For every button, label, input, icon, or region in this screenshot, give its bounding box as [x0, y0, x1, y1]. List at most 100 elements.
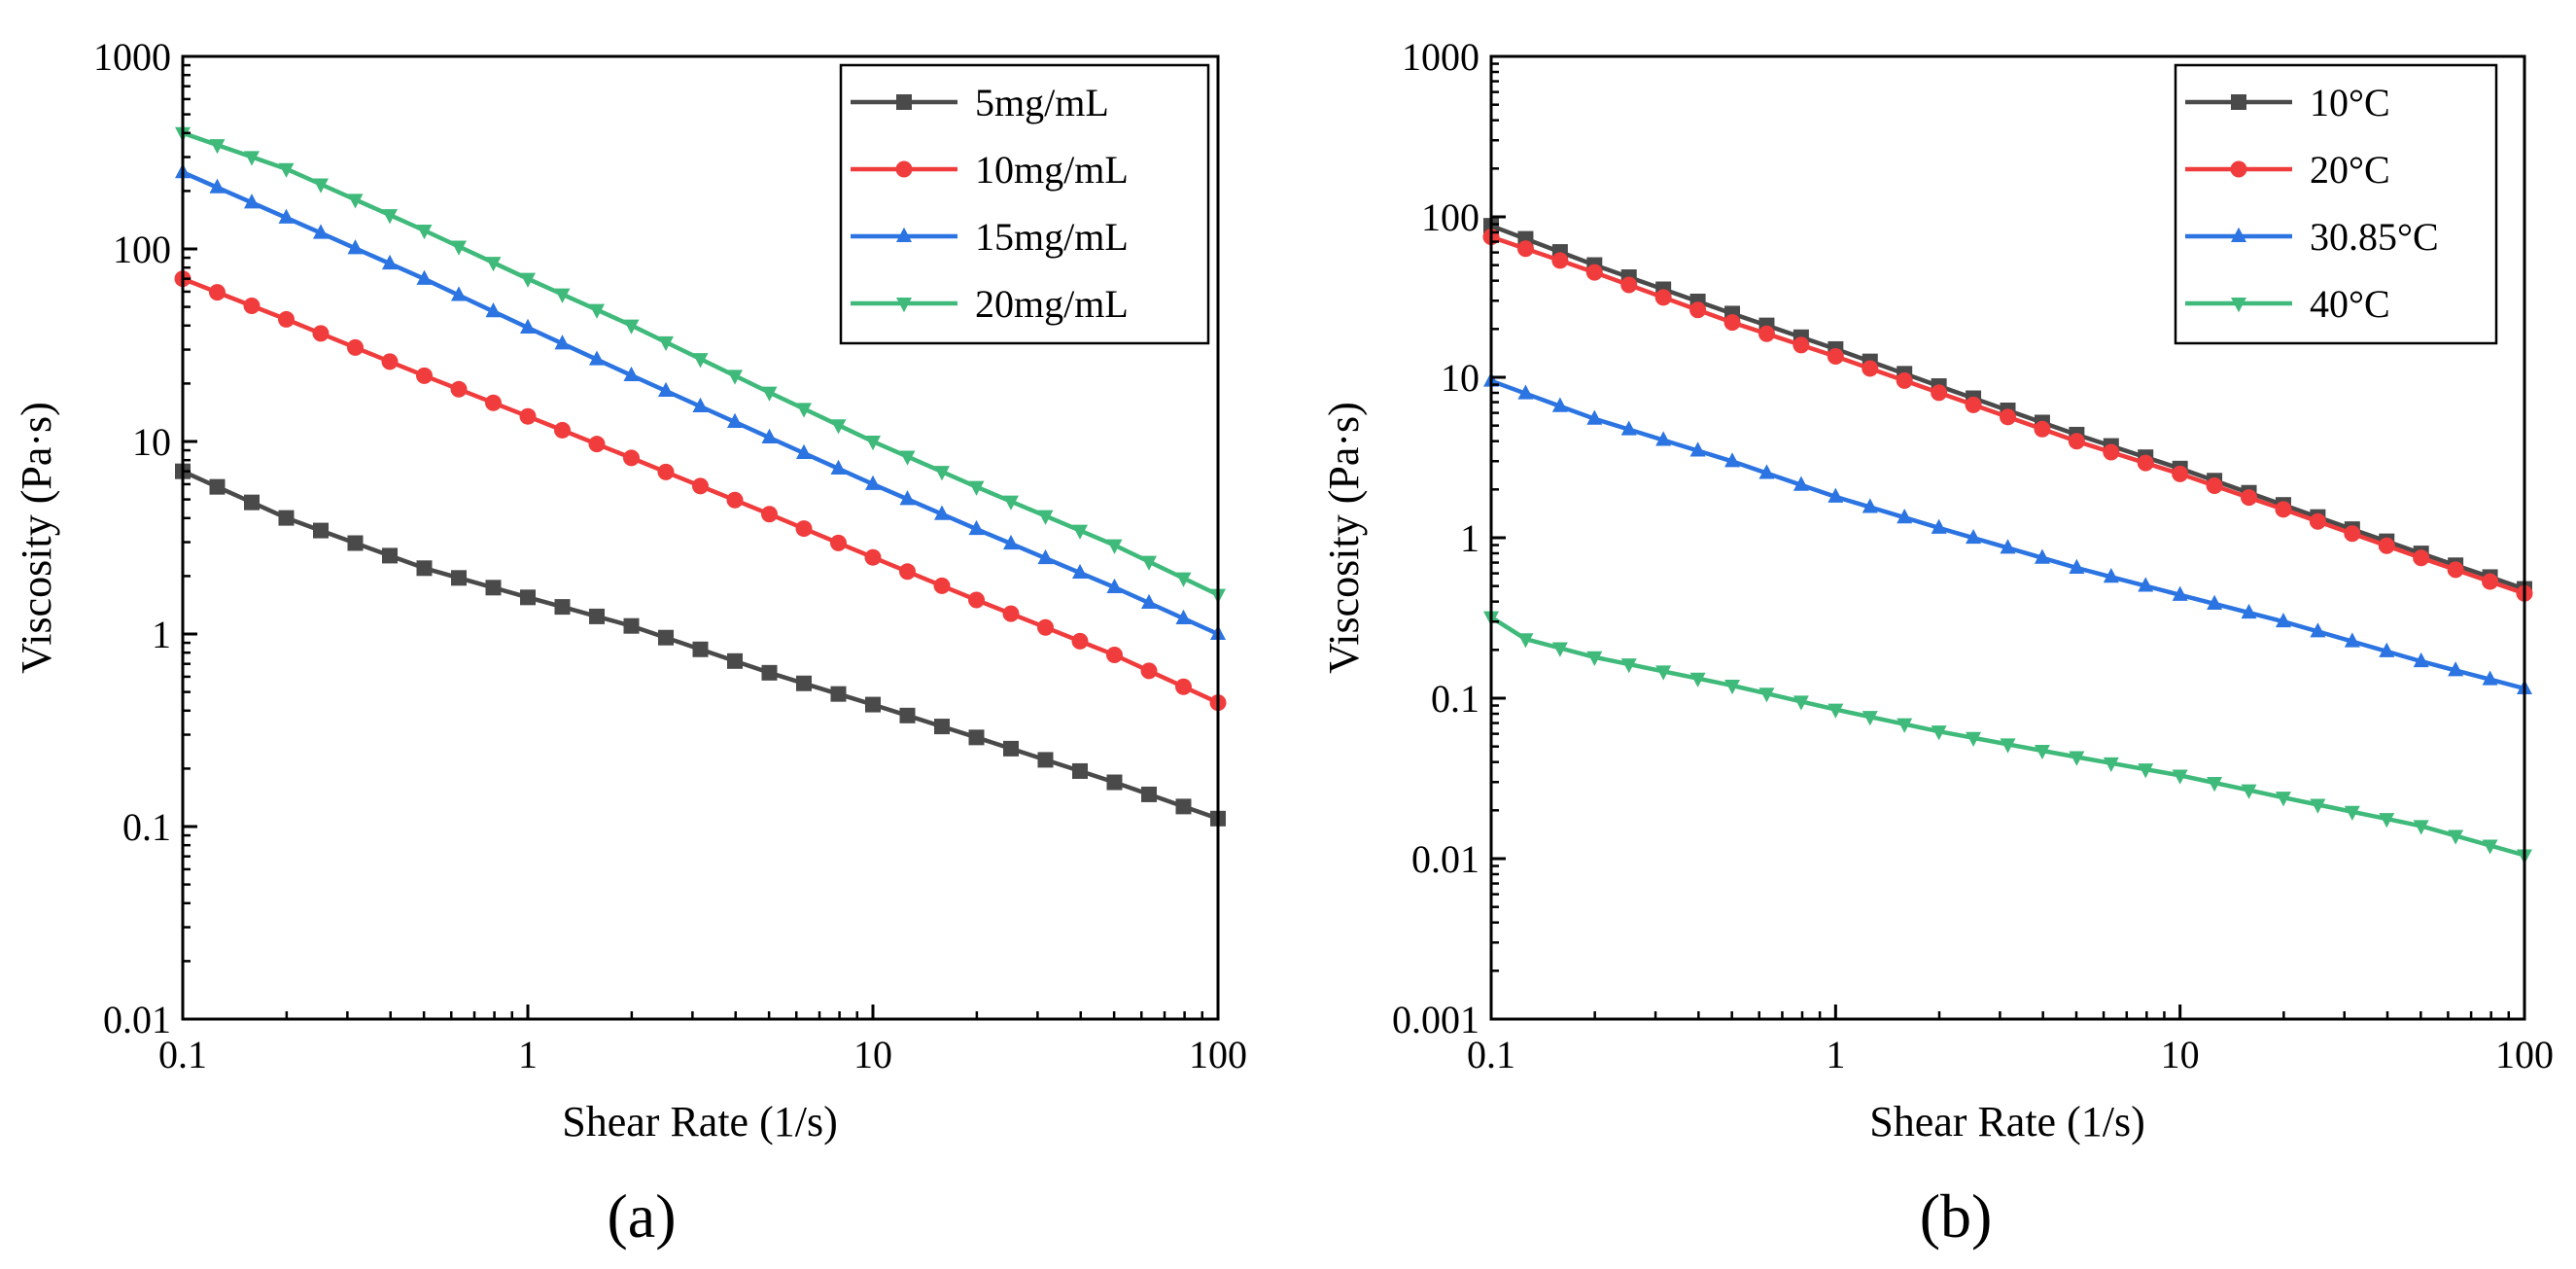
data-point	[658, 381, 674, 398]
data-point	[1003, 740, 1019, 757]
data-point	[1141, 593, 1157, 610]
data-point	[278, 310, 295, 328]
data-point	[554, 421, 571, 439]
data-point	[451, 286, 467, 301]
data-point	[2172, 769, 2188, 785]
data-point	[1758, 687, 1775, 703]
data-point	[313, 224, 329, 239]
y-tick-label: 1	[152, 613, 171, 656]
data-point	[589, 608, 605, 624]
data-point	[1724, 452, 1741, 468]
data-point	[1931, 518, 1947, 534]
legend-box	[2174, 63, 2498, 345]
legend-label: 15mg/mL	[975, 215, 1129, 259]
data-point	[899, 450, 916, 466]
data-point	[1620, 420, 1637, 436]
data-point	[2068, 433, 2085, 450]
data-point	[1828, 487, 1844, 503]
data-point	[2172, 585, 2188, 601]
data-point	[1758, 325, 1775, 342]
data-point	[2000, 539, 2016, 554]
y-tick-label: 0.1	[1431, 677, 1479, 721]
data-point	[2482, 573, 2499, 590]
data-point	[1793, 336, 1810, 354]
data-point	[2309, 512, 2326, 530]
data-point	[209, 284, 226, 301]
legend-marker	[2230, 160, 2247, 178]
data-point	[2034, 420, 2051, 438]
data-point	[2069, 558, 2085, 574]
chart-panel-b: 0.1 1 10 100 0.001 0.01 0.1 1 10 100 1000 10°C 20°C…	[1320, 35, 2554, 1251]
data-point	[2379, 642, 2395, 657]
data-point	[1655, 665, 1672, 681]
data-point	[1586, 651, 1603, 666]
data-point	[899, 563, 916, 581]
data-point	[244, 494, 260, 511]
data-point	[589, 303, 605, 319]
legend-marker	[896, 94, 912, 110]
data-point	[1003, 534, 1019, 550]
data-point	[1931, 384, 1948, 402]
data-point	[520, 272, 536, 288]
data-point	[2034, 548, 2050, 564]
data-point	[1072, 524, 1088, 540]
legend-label: 40°C	[2310, 282, 2390, 326]
data-point	[1862, 360, 1879, 377]
data-point	[1620, 276, 1638, 294]
data-point	[2275, 792, 2291, 807]
data-point	[2344, 525, 2361, 543]
data-point	[313, 178, 329, 194]
data-point	[968, 729, 985, 746]
panel-label-b: (b)	[1920, 1181, 1993, 1251]
data-point	[381, 353, 399, 370]
x-tick-label: 1	[1826, 1033, 1845, 1076]
legend-marker	[2231, 94, 2246, 110]
x-tick-label: 100	[2495, 1033, 2554, 1076]
data-point	[1106, 774, 1123, 791]
data-point	[382, 209, 398, 225]
y-tick-label: 10	[1441, 356, 1479, 400]
data-point	[796, 403, 812, 418]
data-point	[1140, 662, 1158, 680]
data-point	[864, 548, 882, 566]
data-point	[2206, 476, 2223, 494]
legend-marker	[2231, 298, 2246, 313]
data-point	[1037, 510, 1054, 525]
data-point	[1793, 476, 1809, 491]
data-point	[2241, 784, 2257, 799]
data-point	[520, 589, 536, 606]
data-point	[278, 208, 295, 224]
data-point	[830, 534, 847, 551]
data-point	[2275, 501, 2292, 518]
legend-box	[839, 63, 1210, 345]
y-axis-title-b: Viscosity (Pa·s)	[1320, 402, 1368, 674]
data-point	[1071, 632, 1089, 650]
data-point	[2103, 443, 2120, 461]
data-point	[2413, 549, 2430, 567]
data-point	[485, 302, 502, 318]
data-point	[1828, 703, 1844, 719]
data-point	[2344, 805, 2360, 821]
x-tick-label: 1	[518, 1033, 538, 1076]
data-point	[2207, 777, 2223, 793]
data-point	[1966, 528, 1982, 545]
data-point	[761, 664, 778, 681]
data-point	[1141, 555, 1157, 571]
x-tick-label: 10	[2161, 1033, 2200, 1076]
data-point	[830, 686, 847, 702]
data-point	[692, 641, 709, 657]
data-point	[2378, 537, 2395, 554]
data-point	[865, 475, 881, 490]
data-point	[727, 652, 743, 669]
data-point	[2241, 603, 2257, 619]
y-tick-label: 0.01	[103, 998, 171, 1041]
data-point	[1106, 539, 1123, 554]
data-point	[1827, 347, 1844, 365]
data-point	[1175, 609, 1192, 625]
data-point	[1037, 618, 1054, 636]
data-point	[968, 519, 985, 536]
data-point	[554, 599, 571, 616]
data-point	[2103, 568, 2119, 583]
data-point	[1723, 314, 1741, 332]
